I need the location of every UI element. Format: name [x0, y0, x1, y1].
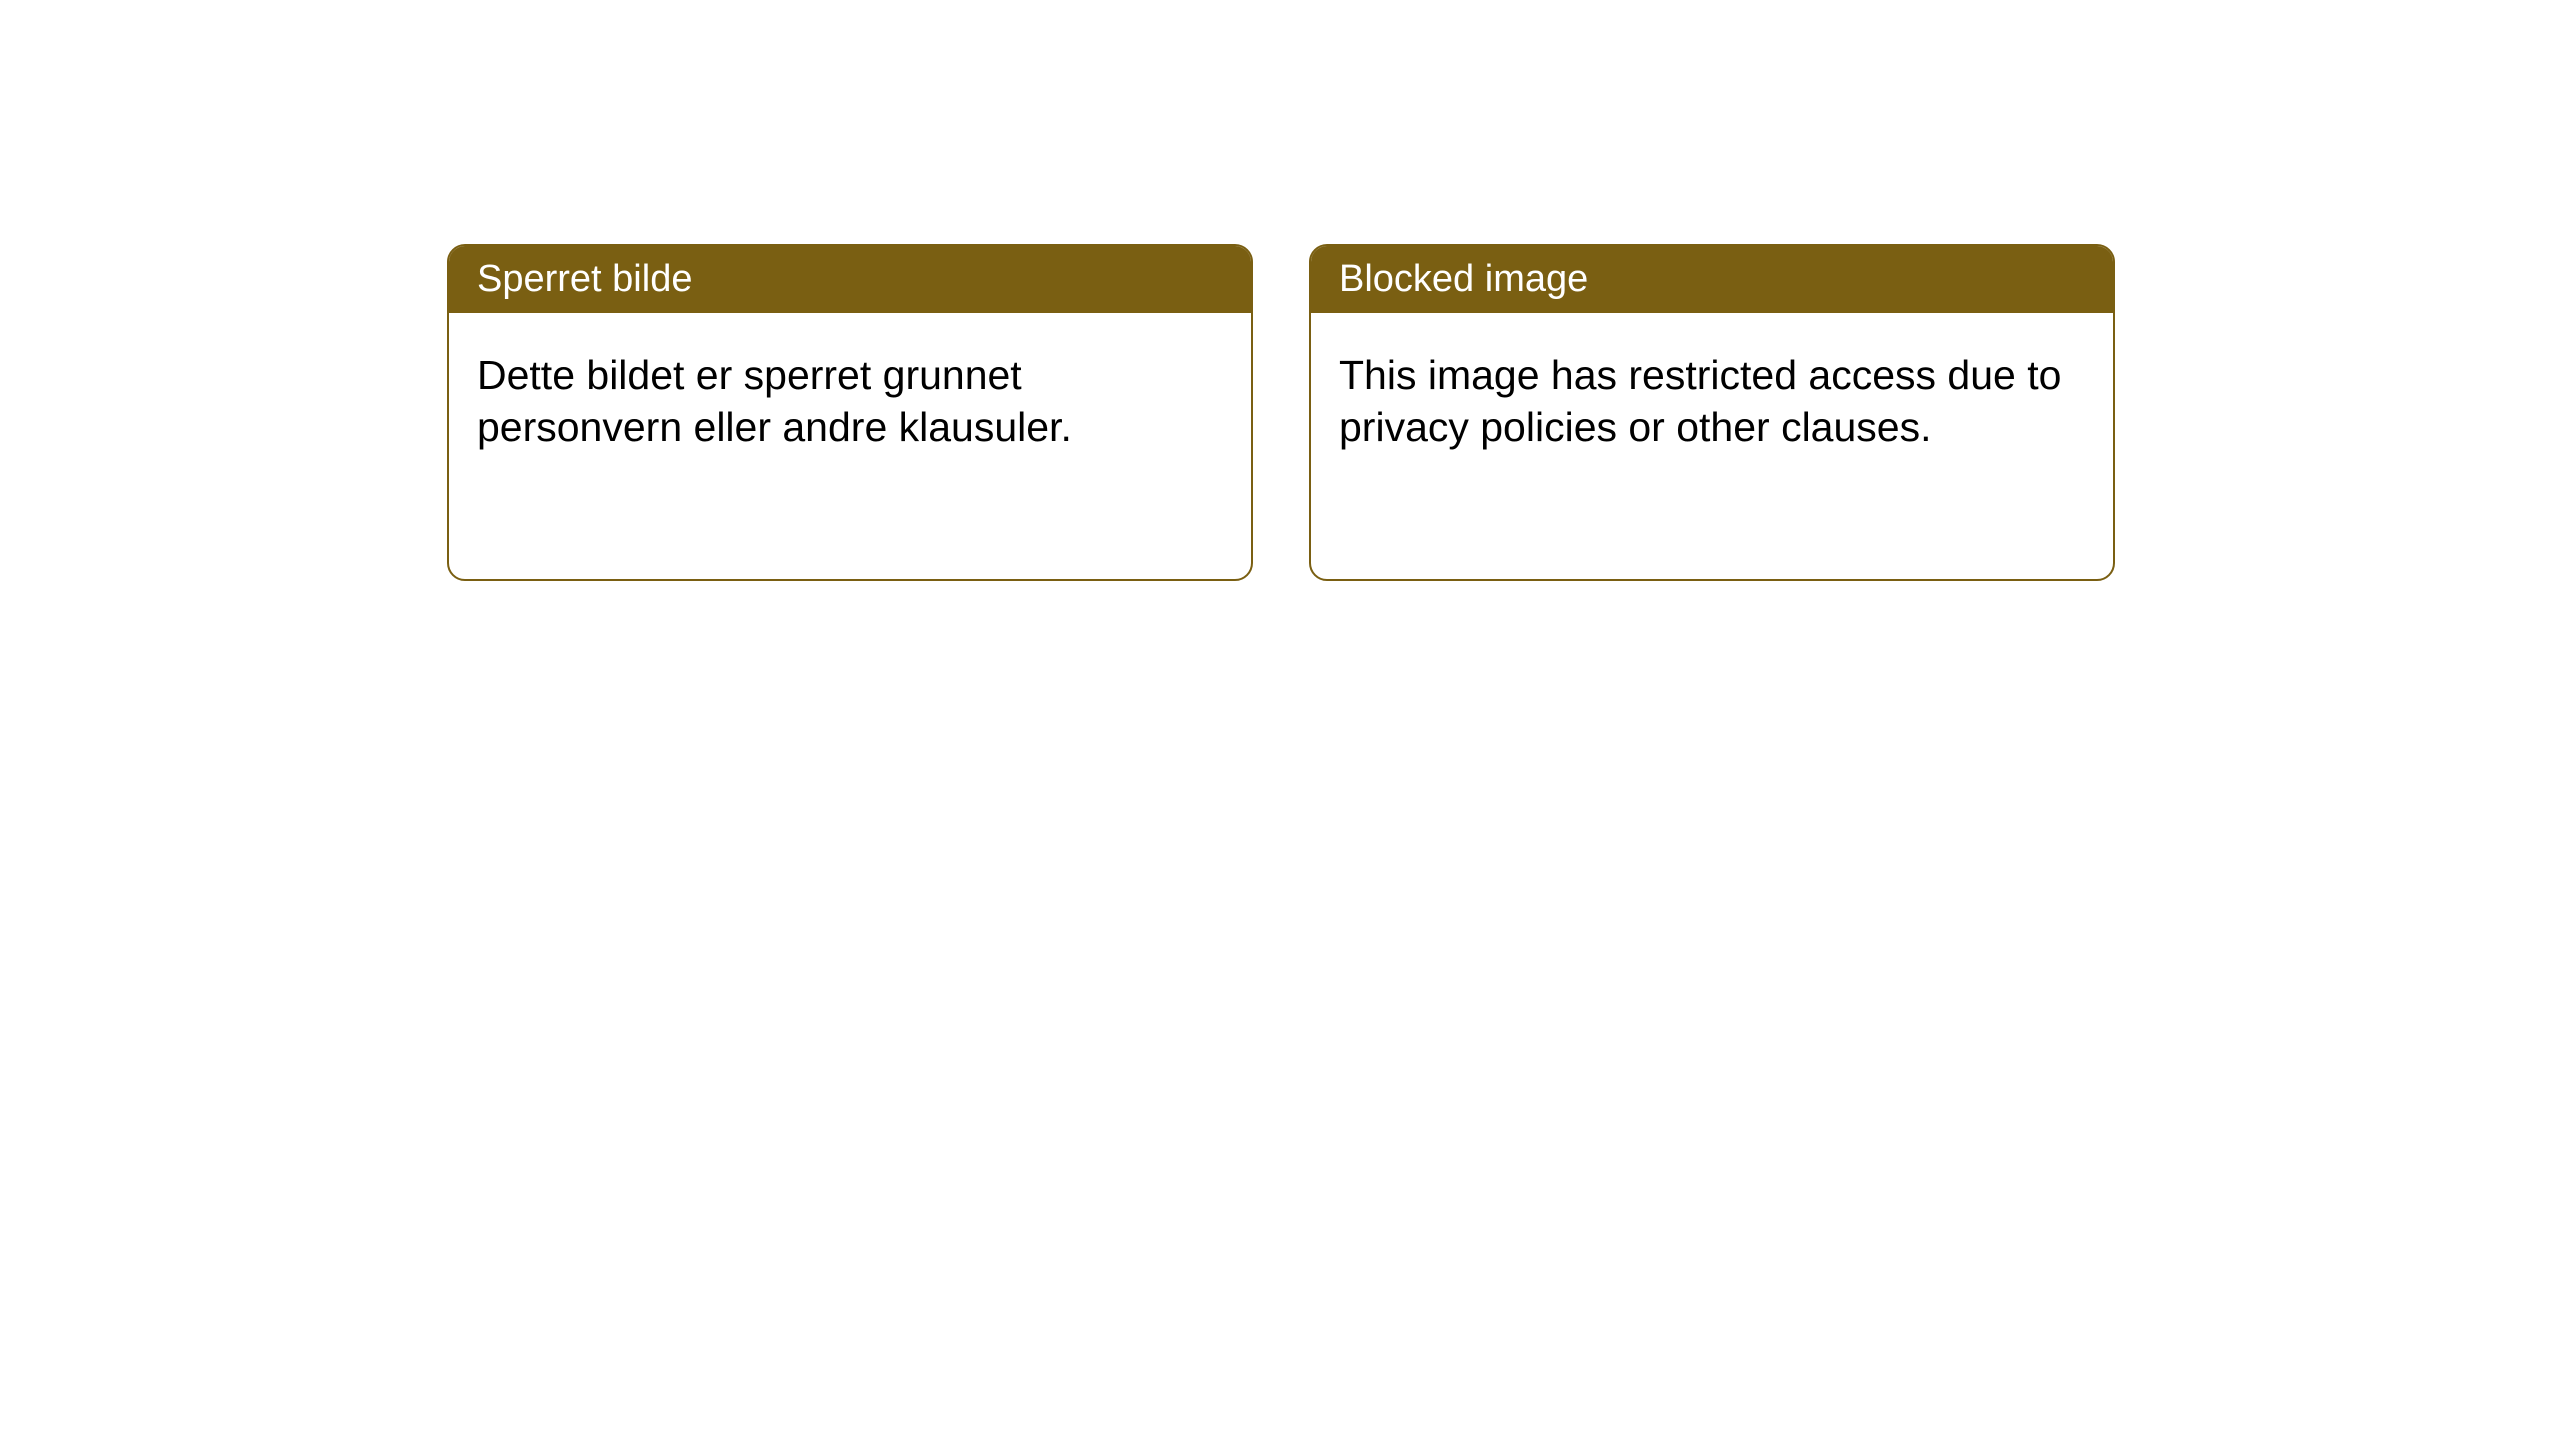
card-title-english: Blocked image: [1339, 258, 1588, 300]
card-header-english: Blocked image: [1311, 246, 2113, 313]
card-body-text-english: This image has restricted access due to …: [1339, 352, 2061, 450]
card-header-norwegian: Sperret bilde: [449, 246, 1251, 313]
card-norwegian: Sperret bilde Dette bildet er sperret gr…: [447, 244, 1253, 581]
card-title-norwegian: Sperret bilde: [477, 258, 692, 300]
card-body-norwegian: Dette bildet er sperret grunnet personve…: [449, 313, 1251, 490]
card-english: Blocked image This image has restricted …: [1309, 244, 2115, 581]
card-container: Sperret bilde Dette bildet er sperret gr…: [0, 0, 2560, 581]
card-body-text-norwegian: Dette bildet er sperret grunnet personve…: [477, 352, 1072, 450]
card-body-english: This image has restricted access due to …: [1311, 313, 2113, 490]
